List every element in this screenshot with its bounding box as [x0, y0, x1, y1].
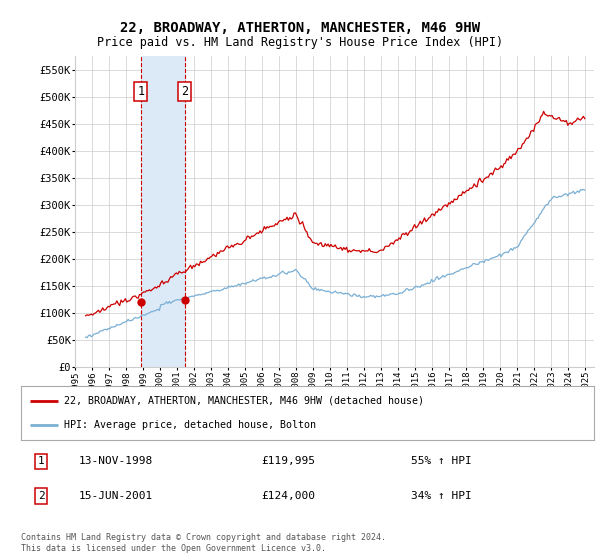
Bar [141, 56, 185, 367]
Text: 15-JUN-2001: 15-JUN-2001 [79, 491, 152, 501]
Text: 1: 1 [38, 456, 44, 466]
Text: £124,000: £124,000 [262, 491, 316, 501]
Text: 2: 2 [38, 491, 44, 501]
Text: 22, BROADWAY, ATHERTON, MANCHESTER, M46 9HW (detached house): 22, BROADWAY, ATHERTON, MANCHESTER, M46 … [64, 396, 424, 406]
Text: HPI: Average price, detached house, Bolton: HPI: Average price, detached house, Bolt… [64, 420, 316, 430]
Text: £119,995: £119,995 [262, 456, 316, 466]
Text: Price paid vs. HM Land Registry's House Price Index (HPI): Price paid vs. HM Land Registry's House … [97, 36, 503, 49]
Text: 13-NOV-1998: 13-NOV-1998 [79, 456, 152, 466]
Text: 1: 1 [137, 85, 145, 97]
Text: 55% ↑ HPI: 55% ↑ HPI [410, 456, 472, 466]
Text: 22, BROADWAY, ATHERTON, MANCHESTER, M46 9HW: 22, BROADWAY, ATHERTON, MANCHESTER, M46 … [120, 21, 480, 35]
Text: Contains HM Land Registry data © Crown copyright and database right 2024.
This d: Contains HM Land Registry data © Crown c… [21, 533, 386, 553]
Text: 2: 2 [181, 85, 188, 97]
Text: 34% ↑ HPI: 34% ↑ HPI [410, 491, 472, 501]
